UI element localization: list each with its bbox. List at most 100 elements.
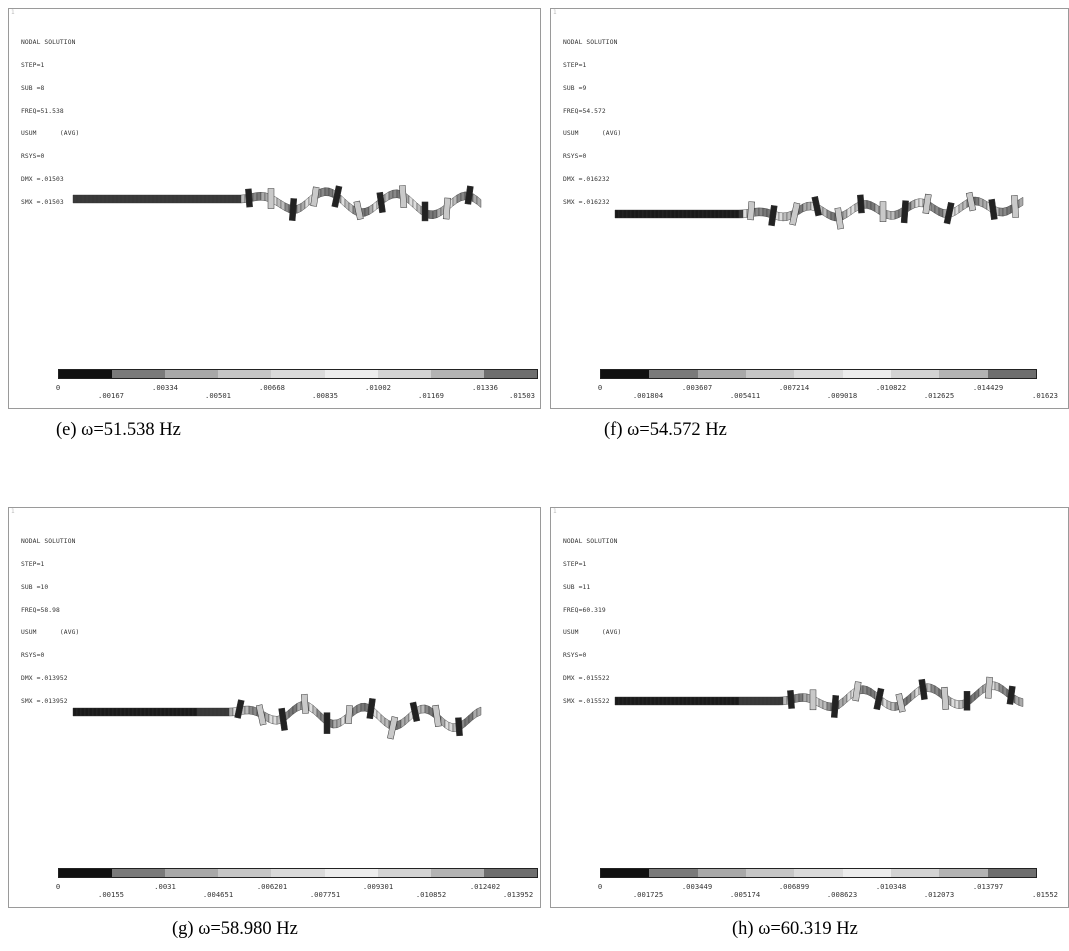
beam-element: [260, 192, 266, 201]
flange-block: [455, 717, 463, 737]
beam-element: [332, 719, 338, 729]
header-dmx: DMX =.013952: [21, 674, 68, 682]
beam-element: [890, 210, 896, 220]
beam-element: [308, 702, 314, 714]
flange-block: [830, 695, 840, 718]
beam-element: [140, 194, 146, 204]
beam-element: [288, 705, 294, 719]
flange-block: [988, 198, 998, 220]
beam-element: [196, 707, 202, 717]
beam-element: [72, 194, 78, 204]
header-rsys: RSYS=0: [563, 652, 587, 660]
beam-element: [686, 209, 692, 219]
beam-element: [894, 209, 900, 220]
legend-color-band: [483, 869, 537, 877]
flange-block: [1010, 195, 1020, 218]
beam-element: [328, 187, 334, 198]
beam-element: [618, 696, 624, 706]
beam-element: [80, 194, 86, 204]
beam-element: [336, 717, 342, 729]
solution-header: NODAL SOLUTION STEP=1 SUB =8 FREQ=51.538…: [21, 24, 79, 221]
legend-tick: .01503: [509, 391, 535, 400]
beam-element: [766, 696, 772, 706]
beam-element: [930, 683, 936, 695]
beam-element: [1014, 694, 1020, 706]
beam-element: [934, 685, 940, 697]
legend-color-band: [324, 370, 378, 378]
beam-element: [738, 696, 744, 706]
beam-element: [200, 707, 206, 717]
deformed-beam-plot: [72, 693, 482, 740]
legend-color-band: [377, 370, 431, 378]
beam-element: [108, 707, 114, 717]
mode-shape-panel-e: 1 NODAL SOLUTION STEP=1 SUB =8 FREQ=51.5…: [8, 8, 541, 409]
beam-element: [818, 698, 824, 710]
flange-block: [387, 716, 399, 740]
beam-element: [762, 207, 768, 218]
beam-element: [408, 195, 414, 208]
flange-block: [278, 707, 288, 731]
beam-element: [156, 194, 162, 204]
legend-tick: .010348: [875, 882, 907, 891]
beam-element: [742, 696, 748, 706]
beam-element: [630, 209, 636, 219]
beam-element: [108, 194, 114, 204]
beam-element: [822, 206, 828, 219]
flange-block: [852, 681, 862, 702]
beam-element: [778, 212, 784, 222]
flange-block: [857, 194, 865, 214]
beam-element: [846, 690, 852, 703]
beam-element: [978, 684, 984, 697]
flange-block: [1006, 685, 1016, 705]
header-sub: SUB =10: [21, 583, 49, 591]
caption-f: (f) ω=54.572 Hz: [604, 420, 727, 440]
legend-tick: .00167: [98, 391, 124, 400]
legend-color-band: [430, 370, 484, 378]
contour-legend-bar: [600, 868, 1037, 878]
beam-element: [646, 209, 652, 219]
flange-block: [873, 687, 885, 711]
beam-element: [886, 700, 892, 711]
flange-block: [267, 188, 275, 209]
flange-block: [421, 201, 429, 222]
beam-element: [714, 696, 720, 706]
beam-element: [726, 209, 732, 219]
legend-tick: .01002: [365, 383, 391, 392]
beam-element: [722, 696, 728, 706]
flange-block: [300, 693, 309, 714]
legend-tick: .004651: [202, 890, 234, 899]
mode-shape-panel-h: 1 NODAL SOLUTION STEP=1 SUB =11 FREQ=60.…: [550, 507, 1069, 908]
legend-tick: 0: [55, 882, 61, 891]
caption-e: (e) ω=51.538 Hz: [56, 420, 181, 440]
beam-element: [626, 696, 632, 706]
beam-element: [758, 696, 764, 706]
beam-element: [460, 191, 466, 202]
beam-element: [384, 191, 390, 203]
header-usum: USUM (AVG): [21, 130, 80, 138]
header-title: NODAL SOLUTION: [563, 39, 618, 47]
beam-element: [614, 696, 620, 706]
legend-tick: .007751: [309, 890, 341, 899]
beam-element: [300, 200, 306, 212]
beam-element: [316, 708, 322, 722]
beam-element: [870, 201, 876, 212]
header-freq: FREQ=54.572: [563, 107, 606, 115]
beam-element: [448, 722, 454, 732]
beam-element: [236, 194, 242, 204]
legend-tick: .012402: [469, 882, 501, 891]
window-number: 1: [11, 508, 15, 515]
beam-element: [168, 707, 174, 717]
beam-element: [416, 202, 422, 215]
legend-color-band: [218, 370, 272, 378]
beam-element: [116, 707, 122, 717]
beam-element: [826, 702, 832, 712]
beam-element: [152, 707, 158, 717]
legend-color-band: [324, 869, 378, 877]
beam-element: [978, 197, 984, 208]
beam-element: [774, 696, 780, 706]
beam-element: [866, 686, 872, 697]
beam-element: [802, 202, 808, 213]
beam-element: [452, 194, 458, 207]
flange-block: [376, 191, 386, 214]
beam-element: [918, 198, 924, 208]
